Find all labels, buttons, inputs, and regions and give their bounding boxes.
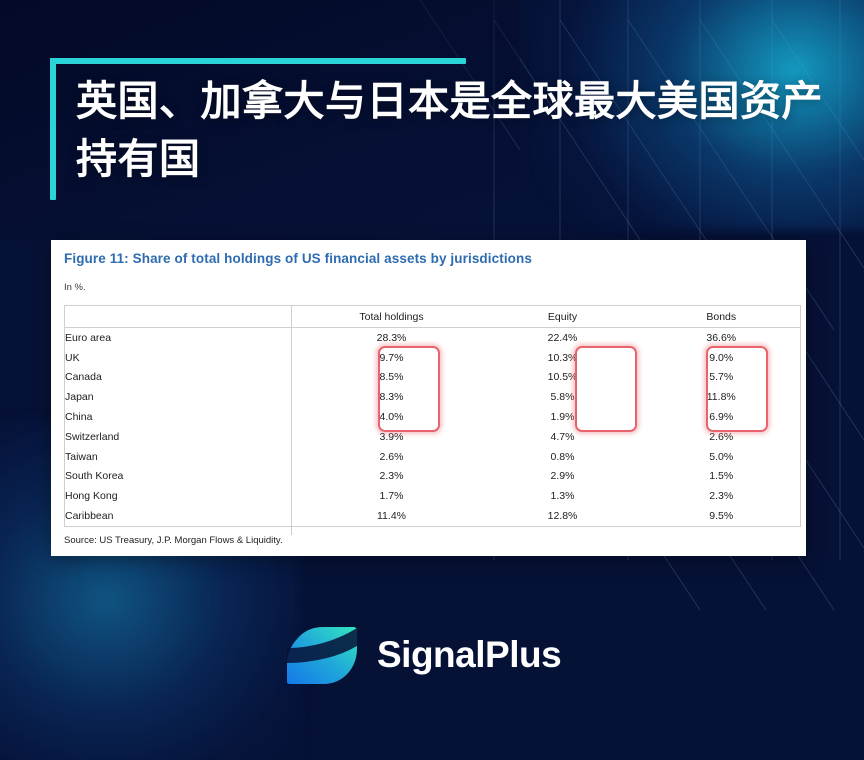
cell-total: 4.0% [379,411,404,424]
cell-total: 1.7% [379,490,404,503]
cell-country: Switzerland [64,426,301,447]
cell-total: 9.7% [379,351,404,364]
table-row: Hong Kong 1.7% 1.3% 2.3% [64,486,801,507]
cell-country: Caribbean [64,506,301,527]
table-row: Taiwan 2.6% 0.8% 5.0% [64,446,801,467]
cell-equity: 4.7% [550,430,575,443]
cell-total: 28.3% [300,326,483,348]
table-row: Canada 8.5% 10.5% 5.7% [64,367,801,388]
cell-total: 8.5% [379,371,404,384]
table-body: Euro area 28.3% 22.4% 36.6% UK 9.7% 10.3… [64,326,801,527]
cell-country: UK [64,347,301,368]
cell-equity: 1.9% [550,411,575,424]
cell-equity: 10.3% [547,351,578,364]
cell-bonds: 36.6% [642,326,801,348]
figure-card: Figure 11: Share of total holdings of US… [51,240,806,556]
brand-logo: SignalPlus [283,624,562,686]
accent-bar-vertical [50,58,56,200]
cell-equity: 5.8% [550,391,575,404]
cell-equity: 1.3% [550,490,575,503]
table-row: China 4.0% 1.9% 6.9% [64,407,801,427]
cell-country: Canada [64,367,301,388]
cell-country: Hong Kong [64,486,301,507]
cell-total: 11.4% [300,506,483,527]
column-header-bonds: Bonds [642,305,801,328]
column-header-total-holdings: Total holdings [300,305,483,328]
cell-total: 2.3% [379,470,404,483]
cell-country: Japan [64,387,301,408]
cell-equity: 2.9% [550,470,575,483]
cell-equity: 0.8% [550,450,575,463]
holdings-table: Total holdings Equity Bonds Euro area 28… [64,305,801,527]
table-row: Caribbean 11.4% 12.8% 9.5% [64,506,801,527]
cell-country: Taiwan [64,446,301,467]
cell-bonds: 2.3% [642,486,801,507]
cell-bonds: 5.7% [642,367,801,388]
cell-bonds: 5.0% [642,446,801,467]
cell-country: South Korea [64,466,301,487]
table-row: UK 9.7% 10.3% 9.0% [64,347,801,368]
figure-source: Source: US Treasury, J.P. Morgan Flows &… [64,535,283,546]
cell-bonds: 6.9% [642,407,801,427]
accent-bar-horizontal [50,58,466,64]
table-header: Total holdings Equity Bonds [64,305,801,328]
column-header-equity: Equity [482,305,643,328]
cell-equity: 12.8% [482,506,643,527]
cell-total: 8.3% [379,391,404,404]
cell-bonds: 9.0% [642,347,801,368]
table-row: Switzerland 3.9% 4.7% 2.6% [64,426,801,447]
cell-equity: 22.4% [482,326,643,348]
cell-bonds: 9.5% [642,506,801,527]
cell-country: Euro area [64,326,301,348]
table-row: Japan 8.3% 5.8% 11.8% [64,387,801,408]
table-row: South Korea 2.3% 2.9% 1.5% [64,466,801,487]
table-row: Euro area 28.3% 22.4% 36.6% [64,326,801,348]
cell-total: 2.6% [379,450,404,463]
signalplus-mark-icon [287,627,357,684]
cell-bonds: 1.5% [642,466,801,487]
cell-equity: 10.5% [547,371,578,384]
cell-country: China [64,407,301,427]
figure-title: Figure 11: Share of total holdings of US… [64,251,532,266]
cell-bonds: 2.6% [642,426,801,447]
column-header-blank [64,305,301,328]
figure-unit-label: In %. [64,282,86,293]
cell-total: 3.9% [379,430,404,443]
cell-bonds: 11.8% [642,387,801,408]
page-title: 英国、加拿大与日本是全球最大美国资产持有国 [76,78,823,183]
brand-name: SignalPlus [377,634,562,675]
